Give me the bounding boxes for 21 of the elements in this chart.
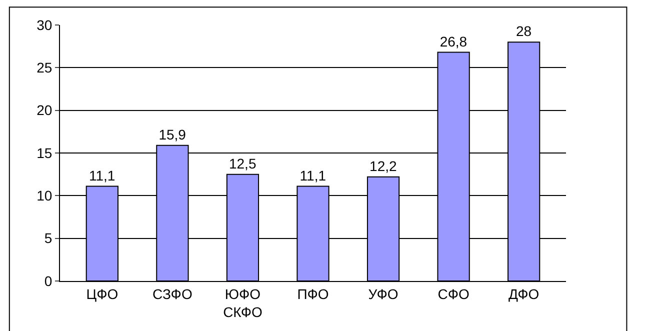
y-tick-label: 5: [44, 230, 52, 246]
x-tick-label: СЗФО: [152, 286, 192, 302]
y-tick-label: 30: [36, 16, 52, 33]
x-tick-label: ЮФО СКФО: [223, 286, 262, 320]
y-tick-label: 20: [36, 102, 52, 118]
x-tick-label: УФО: [368, 286, 398, 302]
x-tick-label: ЦФО: [86, 286, 118, 302]
data-label: 15,9: [158, 126, 186, 142]
data-label: 12,2: [370, 158, 398, 174]
y-tick-label: 0: [44, 272, 52, 289]
data-label: 12,5: [228, 155, 256, 172]
data-label: 11,1: [88, 167, 116, 184]
y-tick-label: 25: [36, 60, 52, 76]
x-tick-label: ПФО: [297, 286, 329, 302]
x-tick-label: ДФО: [508, 286, 540, 302]
x-tick-label: СФО: [438, 286, 470, 302]
data-label: 28: [516, 23, 532, 40]
data-label: 26,8: [440, 33, 468, 50]
data-label: 11,1: [300, 167, 326, 184]
y-tick-label: 15: [36, 144, 52, 161]
y-tick-label: 10: [36, 188, 52, 204]
